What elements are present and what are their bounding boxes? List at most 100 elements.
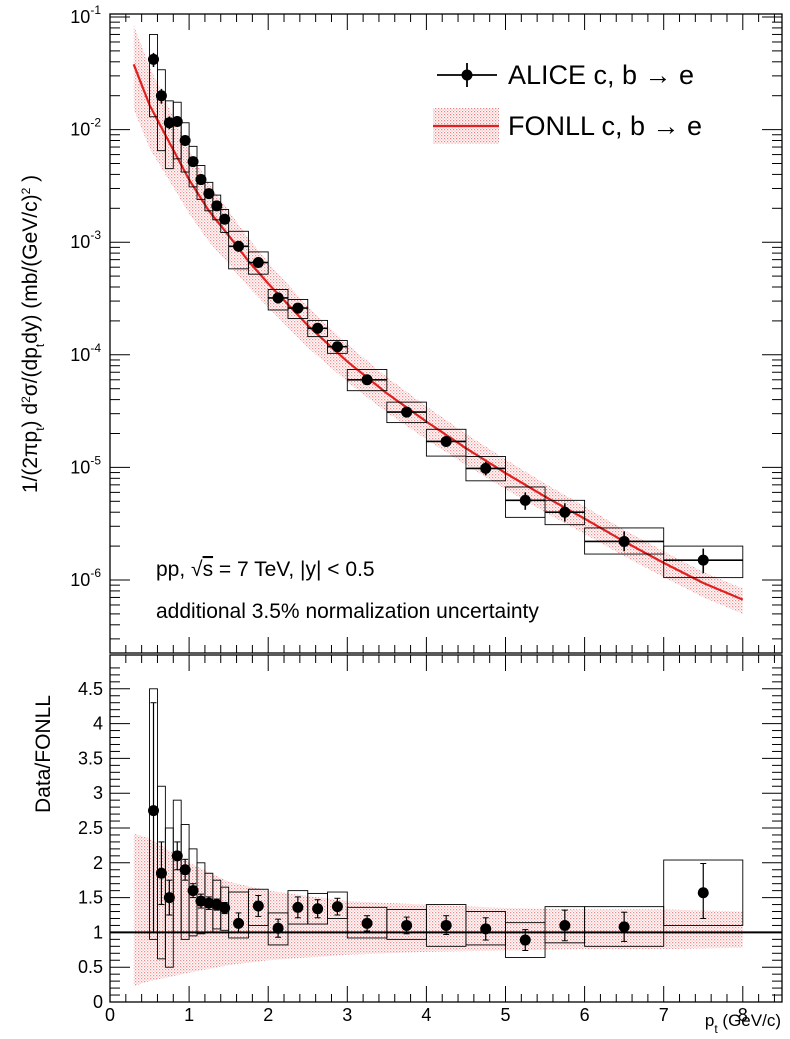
fonll-curve [132, 63, 744, 601]
ratio-point-13 [287, 890, 309, 925]
ratio-y-tick-label: 0.5 [78, 957, 103, 977]
ratio-point-5 [187, 848, 199, 937]
ratio-marker-3 [171, 850, 183, 862]
ratio-point-17 [386, 908, 427, 940]
x-tick-label: 8 [738, 1005, 748, 1025]
fonll-curve-group [132, 63, 744, 601]
x-tick-label: 2 [263, 1005, 273, 1025]
legend-fonll-label: FONLL c, b → e [508, 111, 702, 141]
ratio-y-tick-label: 1.5 [78, 888, 103, 908]
marker-15 [331, 341, 343, 353]
data-point-15 [327, 340, 348, 354]
legend-alice-marker [461, 69, 473, 81]
ratio-marker-2 [163, 892, 175, 904]
ratio-marker-18 [440, 919, 452, 931]
bottom-panel: 0 0.5 1 1.5 2 2.5 3 3.5 4 4.5 0 1 2 3 4 5 6 7 8 Data/FONL… [32, 654, 783, 1036]
sys-box-18 [425, 428, 467, 457]
data-point-4 [179, 122, 191, 173]
data-point-8 [211, 194, 223, 221]
marker-17 [401, 406, 413, 418]
data-point-11 [247, 251, 269, 275]
marker-6 [195, 174, 207, 186]
data-point-2 [163, 100, 175, 170]
ratio-marker-5 [187, 885, 199, 897]
x-tick-label: 3 [342, 1005, 352, 1025]
ratio-marker-10 [233, 917, 245, 929]
marker-16 [361, 374, 373, 386]
marker-4 [179, 135, 191, 147]
ratio-sys-box-12 [267, 912, 289, 946]
ratio-marker-20 [519, 934, 531, 946]
ratio-marker-1 [155, 867, 167, 879]
data-point-16 [346, 369, 388, 392]
data-point-14 [307, 319, 328, 338]
ratio-sys-box-15 [327, 891, 348, 919]
ratio-y-tick-label: 4 [93, 714, 103, 734]
marker-0 [148, 53, 160, 65]
marker-19 [480, 462, 492, 474]
marker-14 [312, 322, 324, 334]
ratio-marker-11 [252, 900, 264, 912]
marker-5 [187, 156, 199, 168]
ratio-y-tick-label: 2 [93, 853, 103, 873]
top-plot-frame [109, 13, 783, 654]
ratio-y-tick-label: 3.5 [78, 748, 103, 768]
x-tick-label: 0 [105, 1005, 115, 1025]
ratio-marker-15 [331, 901, 343, 913]
ratio-marker-13 [292, 901, 304, 913]
top-y-axis-title: 1/(2πpt) d2σ/(dptdy) (mb/(GeV/c)2 ) [19, 175, 47, 493]
marker-3 [171, 116, 183, 128]
data-point-23 [663, 545, 744, 579]
ratio-uncertainty-band [133, 833, 743, 986]
x-tick-label: 7 [659, 1005, 669, 1025]
ratio-point-22 [584, 906, 665, 947]
ratio-marker-19 [480, 923, 492, 935]
legend: ALICE c, b → e FONLL c, b → e [433, 60, 702, 144]
ratio-sys-box-11 [247, 888, 269, 926]
ratio-marker-16 [361, 917, 373, 929]
marker-7 [203, 188, 215, 200]
data-point-10 [228, 230, 249, 270]
ratio-y-tick-label: 1 [93, 922, 103, 942]
sys-box-10 [228, 230, 249, 270]
marker-8 [211, 200, 223, 212]
legend-entry-fonll: FONLL c, b → e [433, 108, 702, 144]
x-tick-label: 1 [184, 1005, 194, 1025]
marker-13 [292, 302, 304, 314]
ratio-marker-23 [697, 887, 709, 899]
ratio-point-23 [663, 859, 744, 926]
ratio-point-12 [267, 912, 289, 946]
ratio-marker-4 [179, 864, 191, 876]
top-y-axis: 10-1 10-2 10-3 10-4 10-5 10-6 [70, 3, 782, 640]
data-point-13 [287, 299, 309, 319]
marker-11 [252, 257, 264, 269]
ratio-marker-9 [219, 902, 231, 914]
ratio-data-points [148, 688, 744, 968]
marker-21 [559, 506, 571, 518]
bottom-y-axis-title: Data/FONLL [32, 695, 55, 813]
legend-alice-label: ALICE c, b → e [508, 60, 694, 90]
y-tick-label: 10-5 [70, 453, 101, 477]
ratio-y-tick-label: 0 [93, 992, 103, 1012]
data-point-17 [386, 401, 427, 424]
y-tick-label: 10-6 [70, 566, 101, 590]
ratio-sys-box-23 [663, 859, 744, 926]
ratio-y-tick-label: 4.5 [78, 679, 103, 699]
annotation-collision-info: pp, √s = 7 TeV, |y| < 0.5 [156, 558, 375, 581]
data-point-21 [544, 499, 586, 526]
ratio-marker-22 [618, 921, 630, 933]
ratio-band-area [133, 833, 743, 986]
ratio-sys-box-22 [584, 906, 665, 947]
annotation-normalization: additional 3.5% normalization uncertaint… [156, 600, 539, 623]
x-tick-label: 4 [421, 1005, 431, 1025]
ratio-marker-12 [272, 922, 284, 934]
ratio-point-15 [327, 891, 348, 919]
ratio-point-11 [247, 888, 269, 926]
ratio-point-14 [307, 892, 328, 925]
data-point-19 [465, 456, 506, 482]
marker-12 [272, 292, 284, 304]
marker-9 [219, 213, 231, 225]
top-panel: 10-1 10-2 10-3 10-4 10-5 10-6 1/(2πpt) d2σ/(d… [19, 3, 783, 654]
data-point-9 [219, 209, 231, 233]
